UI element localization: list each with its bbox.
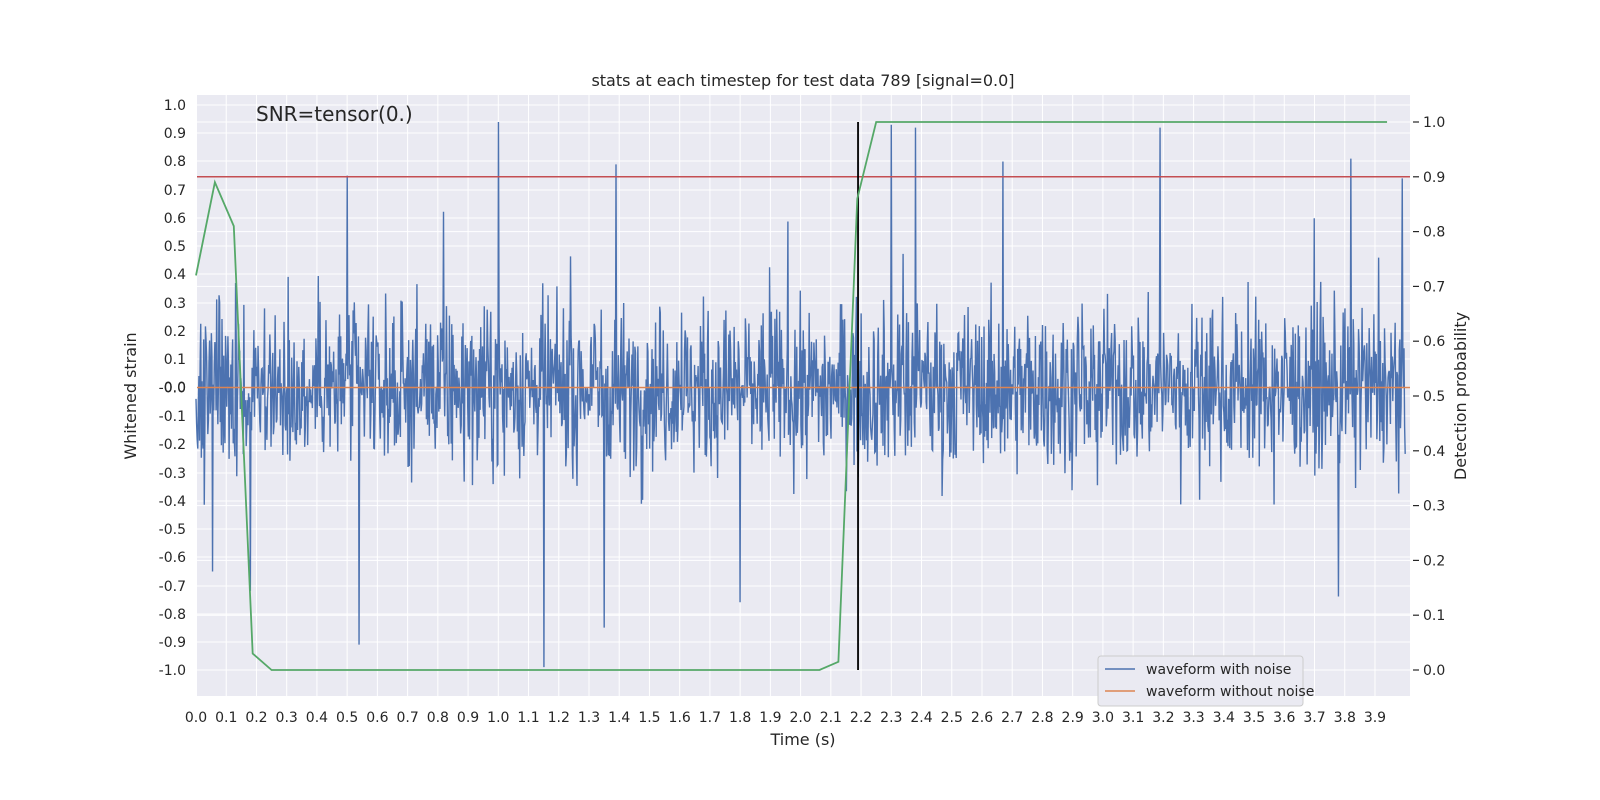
y-tick-label: -0.5 [159, 522, 186, 538]
x-tick-label: 2.7 [1001, 710, 1023, 726]
y2-tick-label: 0.3 [1423, 499, 1445, 515]
x-tick-label: 0.6 [366, 710, 388, 726]
y-tick-labels: 1.0 0.9 0.8 0.7 0.6 0.5 0.4 0.3 0.2 0.1 0.0-0.0 -0.… [159, 98, 186, 679]
x-tick-label: 2.2 [850, 710, 872, 726]
x-tick-label: 3.9 [1364, 710, 1386, 726]
x-tick-label: 3.8 [1334, 710, 1356, 726]
x-tick-label: 0.7 [396, 710, 418, 726]
x-tick-label: 0.0 [185, 710, 207, 726]
waveform-with-noise [195, 121, 1406, 668]
legend-label-noise: waveform with noise [1146, 662, 1291, 678]
y2-tick-label: 0.9 [1423, 170, 1445, 186]
y-tick-label: 0.3 [164, 296, 186, 312]
legend-box [1097, 655, 1304, 707]
x-tick-label: 2.0 [789, 710, 811, 726]
snr-annotation: SNR=tensor(0.) [256, 102, 413, 126]
x-tick-label: 3.7 [1303, 710, 1325, 726]
x-tick-label: 1.7 [699, 710, 721, 726]
y2-tick-label: 0.5 [1423, 389, 1445, 405]
x-tick-label: 3.4 [1213, 710, 1235, 726]
y-tick-label: 0.8 [164, 154, 186, 170]
x-tick-label: 0.5 [336, 710, 358, 726]
y-tick-label: -0.6 [159, 550, 186, 566]
x-tick-label: 1.8 [729, 710, 751, 726]
y-tick-label: -0.8 [159, 607, 186, 623]
x-tick-label: 3.2 [1152, 710, 1174, 726]
x-tick-label: 0.4 [306, 710, 328, 726]
x-tick-labels: 0.0 0.1 0.2 0.3 0.4 0.5 0.6 0.7 0.8 0.9 1.0 1.1 1.2 1… [185, 710, 1386, 726]
y-tick-label: -0.2 [159, 437, 186, 453]
x-tick-label: 1.5 [638, 710, 660, 726]
y-tick-label: -0.7 [159, 579, 186, 595]
y-tick-label: -0.0 [159, 381, 186, 397]
y-tick-label: 0.0 [164, 380, 186, 396]
y2-tick-label: 0.4 [1423, 444, 1445, 460]
x-tick-label: 2.6 [971, 710, 993, 726]
x-tick-label: 2.5 [941, 710, 963, 726]
x-tick-label: 1.0 [487, 710, 509, 726]
y2-tick-label: 0.1 [1423, 608, 1445, 624]
x-tick-label: 1.2 [548, 710, 570, 726]
x-tick-label: 1.4 [608, 710, 630, 726]
y2-tick-label: 1.0 [1423, 115, 1445, 131]
x-tick-label: 2.8 [1031, 710, 1053, 726]
legend-label-clean: waveform without noise [1146, 684, 1314, 700]
chart-title: stats at each timestep for test data 789… [591, 71, 1014, 90]
x-axis-label: Time (s) [769, 730, 835, 749]
x-tick-label: 0.9 [457, 710, 479, 726]
y2-tick-labels: 0.0 0.1 0.2 0.3 0.4 0.5 0.6 0.7 0.8 0.9 1.0 [1413, 115, 1445, 679]
y-tick-label: -1.0 [159, 663, 186, 679]
x-tick-label: 0.8 [427, 710, 449, 726]
x-tick-label: 3.3 [1182, 710, 1204, 726]
y-tick-label: -0.3 [159, 466, 186, 482]
x-tick-label: 1.3 [578, 710, 600, 726]
y-tick-label: 0.1 [164, 352, 186, 368]
x-tick-label: 0.3 [276, 710, 298, 726]
y-tick-label: 0.2 [164, 324, 186, 340]
probability-line [195, 121, 1388, 671]
x-tick-label: 1.9 [759, 710, 781, 726]
x-tick-label: 3.0 [1092, 710, 1114, 726]
y-axis-label: Whitened strain [121, 332, 140, 459]
x-tick-label: 2.3 [880, 710, 902, 726]
y-tick-label: -0.9 [159, 635, 186, 651]
y-tick-label: 0.7 [164, 183, 186, 199]
y-tick-label: 0.5 [164, 239, 186, 255]
x-tick-label: 2.4 [910, 710, 932, 726]
legend: waveform with noise waveform without noi… [1097, 655, 1314, 707]
x-tick-label: 0.2 [245, 710, 267, 726]
y2-tick-label: 0.2 [1423, 553, 1445, 569]
x-tick-label: 3.5 [1243, 710, 1265, 726]
x-tick-label: 2.9 [1062, 710, 1084, 726]
y-tick-label: 0.6 [164, 211, 186, 227]
y2-tick-label: 0.0 [1423, 663, 1445, 679]
y-tick-label: 0.9 [164, 126, 186, 142]
y2-tick-label: 0.7 [1423, 279, 1445, 295]
y-tick-label: 0.4 [164, 267, 186, 283]
y-tick-label: -0.1 [159, 409, 186, 425]
y2-tick-label: 0.6 [1423, 334, 1445, 350]
overlays [195, 121, 1410, 671]
x-tick-label: 1.1 [517, 710, 539, 726]
x-tick-label: 3.6 [1273, 710, 1295, 726]
y2-axis-label: Detection probability [1451, 312, 1470, 480]
noise-trace [195, 121, 1406, 668]
x-tick-label: 1.6 [669, 710, 691, 726]
y2-tick-label: 0.8 [1423, 225, 1445, 241]
y-tick-label: 1.0 [164, 98, 186, 114]
y-tick-label: -0.4 [159, 494, 186, 510]
x-tick-label: 0.1 [215, 710, 237, 726]
x-tick-label: 3.1 [1122, 710, 1144, 726]
x-tick-label: 2.1 [820, 710, 842, 726]
